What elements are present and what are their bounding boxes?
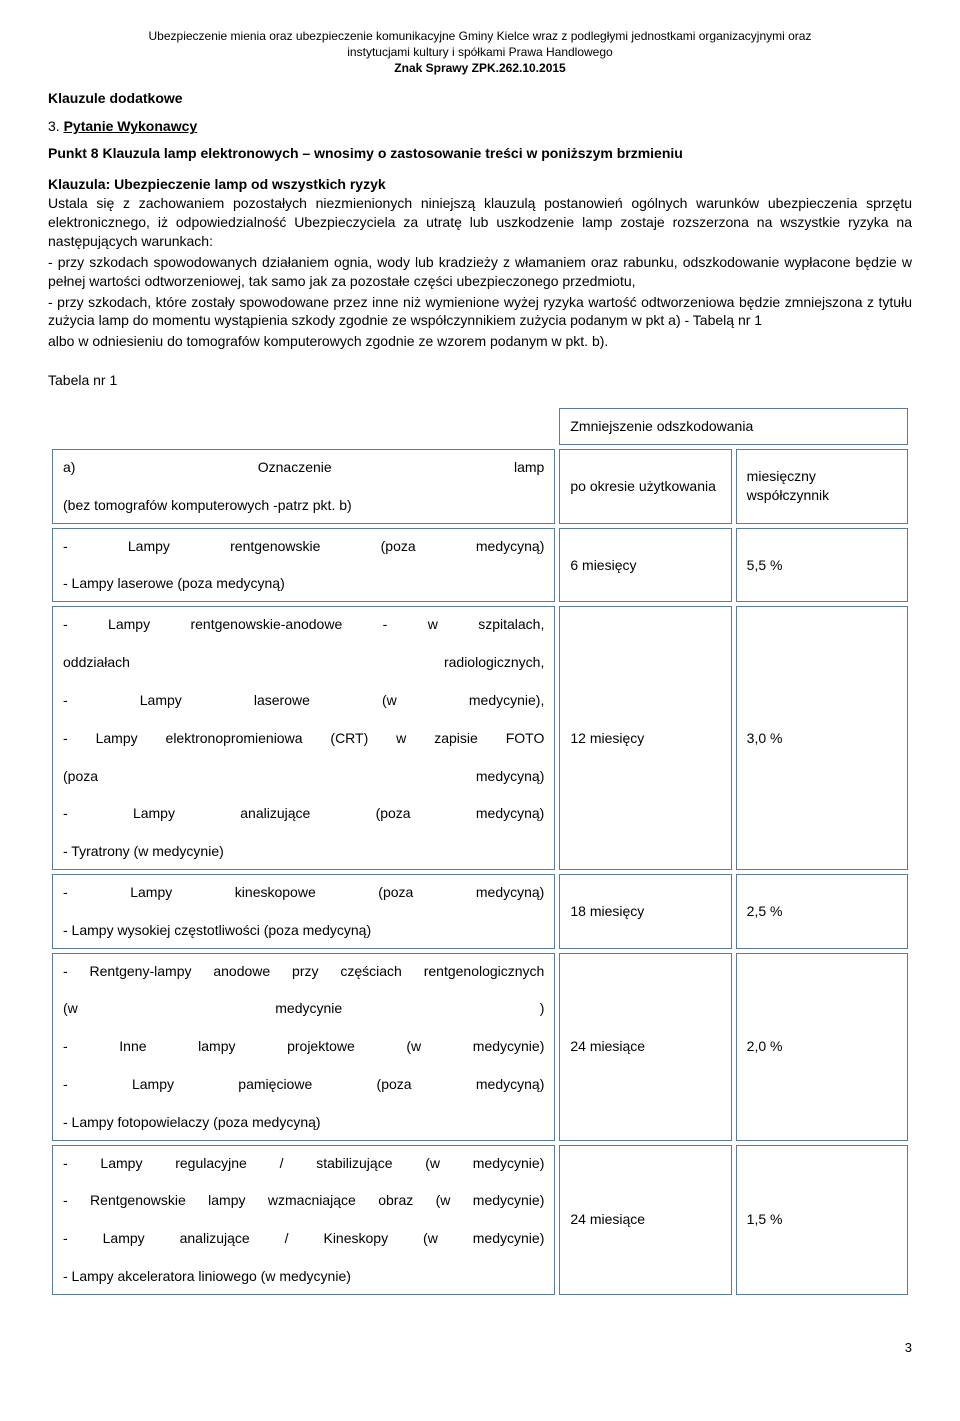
row-line: - Lampy akceleratora liniowego (w medycy… [63, 1267, 544, 1286]
row-line: - Lampy rentgenowskie-anodowe - w szpita… [63, 615, 544, 653]
header-line-1: Ubezpieczenie mienia oraz ubezpieczenie … [48, 28, 912, 44]
row-right: 1,5 % [736, 1145, 908, 1295]
question-line: 3. Pytanie Wykonawcy [48, 117, 912, 136]
row-mid: 12 miesięcy [559, 606, 731, 870]
row-line: - Lampy pamięciowe (poza medycyną) [63, 1075, 544, 1113]
question-number: 3. [48, 118, 60, 134]
header-line-2: instytucjami kultury i spółkami Prawa Ha… [48, 44, 912, 60]
row-left: - Lampy rentgenowskie-anodowe - w szpita… [52, 606, 555, 870]
row-left: - Lampy kineskopowe (poza medycyną) - La… [52, 874, 555, 949]
row-right: 2,0 % [736, 953, 908, 1141]
table-head-mid: po okresie użytkowania [559, 449, 731, 524]
row-line: - Inne lampy projektowe (w medycynie) [63, 1037, 544, 1075]
question-text: Punkt 8 Klauzula lamp elektronowych – wn… [48, 144, 912, 163]
row-line: - Lampy regulacyjne / stabilizujące (w m… [63, 1154, 544, 1192]
clause-bullet-2: - przy szkodach, które zostały spowodowa… [48, 293, 912, 331]
row-left: - Lampy rentgenowskie (poza medycyną) - … [52, 528, 555, 603]
table-head-right: miesięczny współczynnik [736, 449, 908, 524]
table-row: a) Oznaczenie lamp (bez tomografów kompu… [52, 449, 908, 524]
row-line: - Lampy analizujące / Kineskopy (w medyc… [63, 1229, 544, 1267]
row-line: - Rentgenowskie lampy wzmacniające obraz… [63, 1191, 544, 1229]
row-line: oddziałach radiologicznych, [63, 653, 544, 691]
row-line: - Tyratrony (w medycynie) [63, 842, 544, 861]
table-label: Tabela nr 1 [48, 371, 912, 390]
row-right: 5,5 % [736, 528, 908, 603]
row-mid: 24 miesiące [559, 1145, 731, 1295]
row-line: - Lampy analizujące (poza medycyną) [63, 804, 544, 842]
table-row: - Lampy regulacyjne / stabilizujące (w m… [52, 1145, 908, 1295]
empty-cell [52, 408, 555, 445]
table-row: - Rentgeny-lampy anodowe przy częściach … [52, 953, 908, 1141]
row-mid: 24 miesiące [559, 953, 731, 1141]
clause-title: Klauzula: Ubezpieczenie lamp od wszystki… [48, 175, 912, 194]
row-line: - Lampy fotopowielaczy (poza medycyną) [63, 1113, 544, 1132]
head-left-line1: a) Oznaczenie lamp [63, 458, 544, 496]
row-mid: 18 miesięcy [559, 874, 731, 949]
question-label: Pytanie Wykonawcy [64, 118, 198, 134]
row-line: - Lampy laserowe (poza medycyną) [63, 574, 544, 593]
clause-tail: albo w odniesieniu do tomografów kompute… [48, 332, 912, 351]
clause-body: Ustala się z zachowaniem pozostałych nie… [48, 194, 912, 251]
reduction-table: Zmniejszenie odszkodowania a) Oznaczenie… [48, 404, 912, 1299]
row-line: - Lampy kineskopowe (poza medycyną) [63, 883, 544, 921]
row-left: - Lampy regulacyjne / stabilizujące (w m… [52, 1145, 555, 1295]
page-number: 3 [48, 1339, 912, 1357]
table-head-left: a) Oznaczenie lamp (bez tomografów kompu… [52, 449, 555, 524]
row-line: (w medycynie ) [63, 999, 544, 1037]
row-line: - Lampy laserowe (w medycynie), [63, 691, 544, 729]
section-title: Klauzule dodatkowe [48, 89, 912, 108]
row-left: - Rentgeny-lampy anodowe przy częściach … [52, 953, 555, 1141]
table-row: Zmniejszenie odszkodowania [52, 408, 908, 445]
row-line: - Lampy wysokiej częstotliwości (poza me… [63, 921, 544, 940]
row-right: 3,0 % [736, 606, 908, 870]
row-line: - Lampy elektronopromieniowa (CRT) w zap… [63, 729, 544, 767]
table-row: - Lampy rentgenowskie-anodowe - w szpita… [52, 606, 908, 870]
row-line: (poza medycyną) [63, 767, 544, 805]
row-line: - Lampy rentgenowskie (poza medycyną) [63, 537, 544, 575]
table-row: - Lampy rentgenowskie (poza medycyną) - … [52, 528, 908, 603]
header-line-3: Znak Sprawy ZPK.262.10.2015 [48, 60, 912, 76]
row-right: 2,5 % [736, 874, 908, 949]
table-top-right: Zmniejszenie odszkodowania [559, 408, 908, 445]
row-mid: 6 miesięcy [559, 528, 731, 603]
clause-bullet-1: - przy szkodach spowodowanych działaniem… [48, 253, 912, 291]
row-line: - Rentgeny-lampy anodowe przy częściach … [63, 962, 544, 1000]
table-row: - Lampy kineskopowe (poza medycyną) - La… [52, 874, 908, 949]
document-header: Ubezpieczenie mienia oraz ubezpieczenie … [48, 28, 912, 77]
head-left-line2: (bez tomografów komputerowych -patrz pkt… [63, 496, 544, 515]
